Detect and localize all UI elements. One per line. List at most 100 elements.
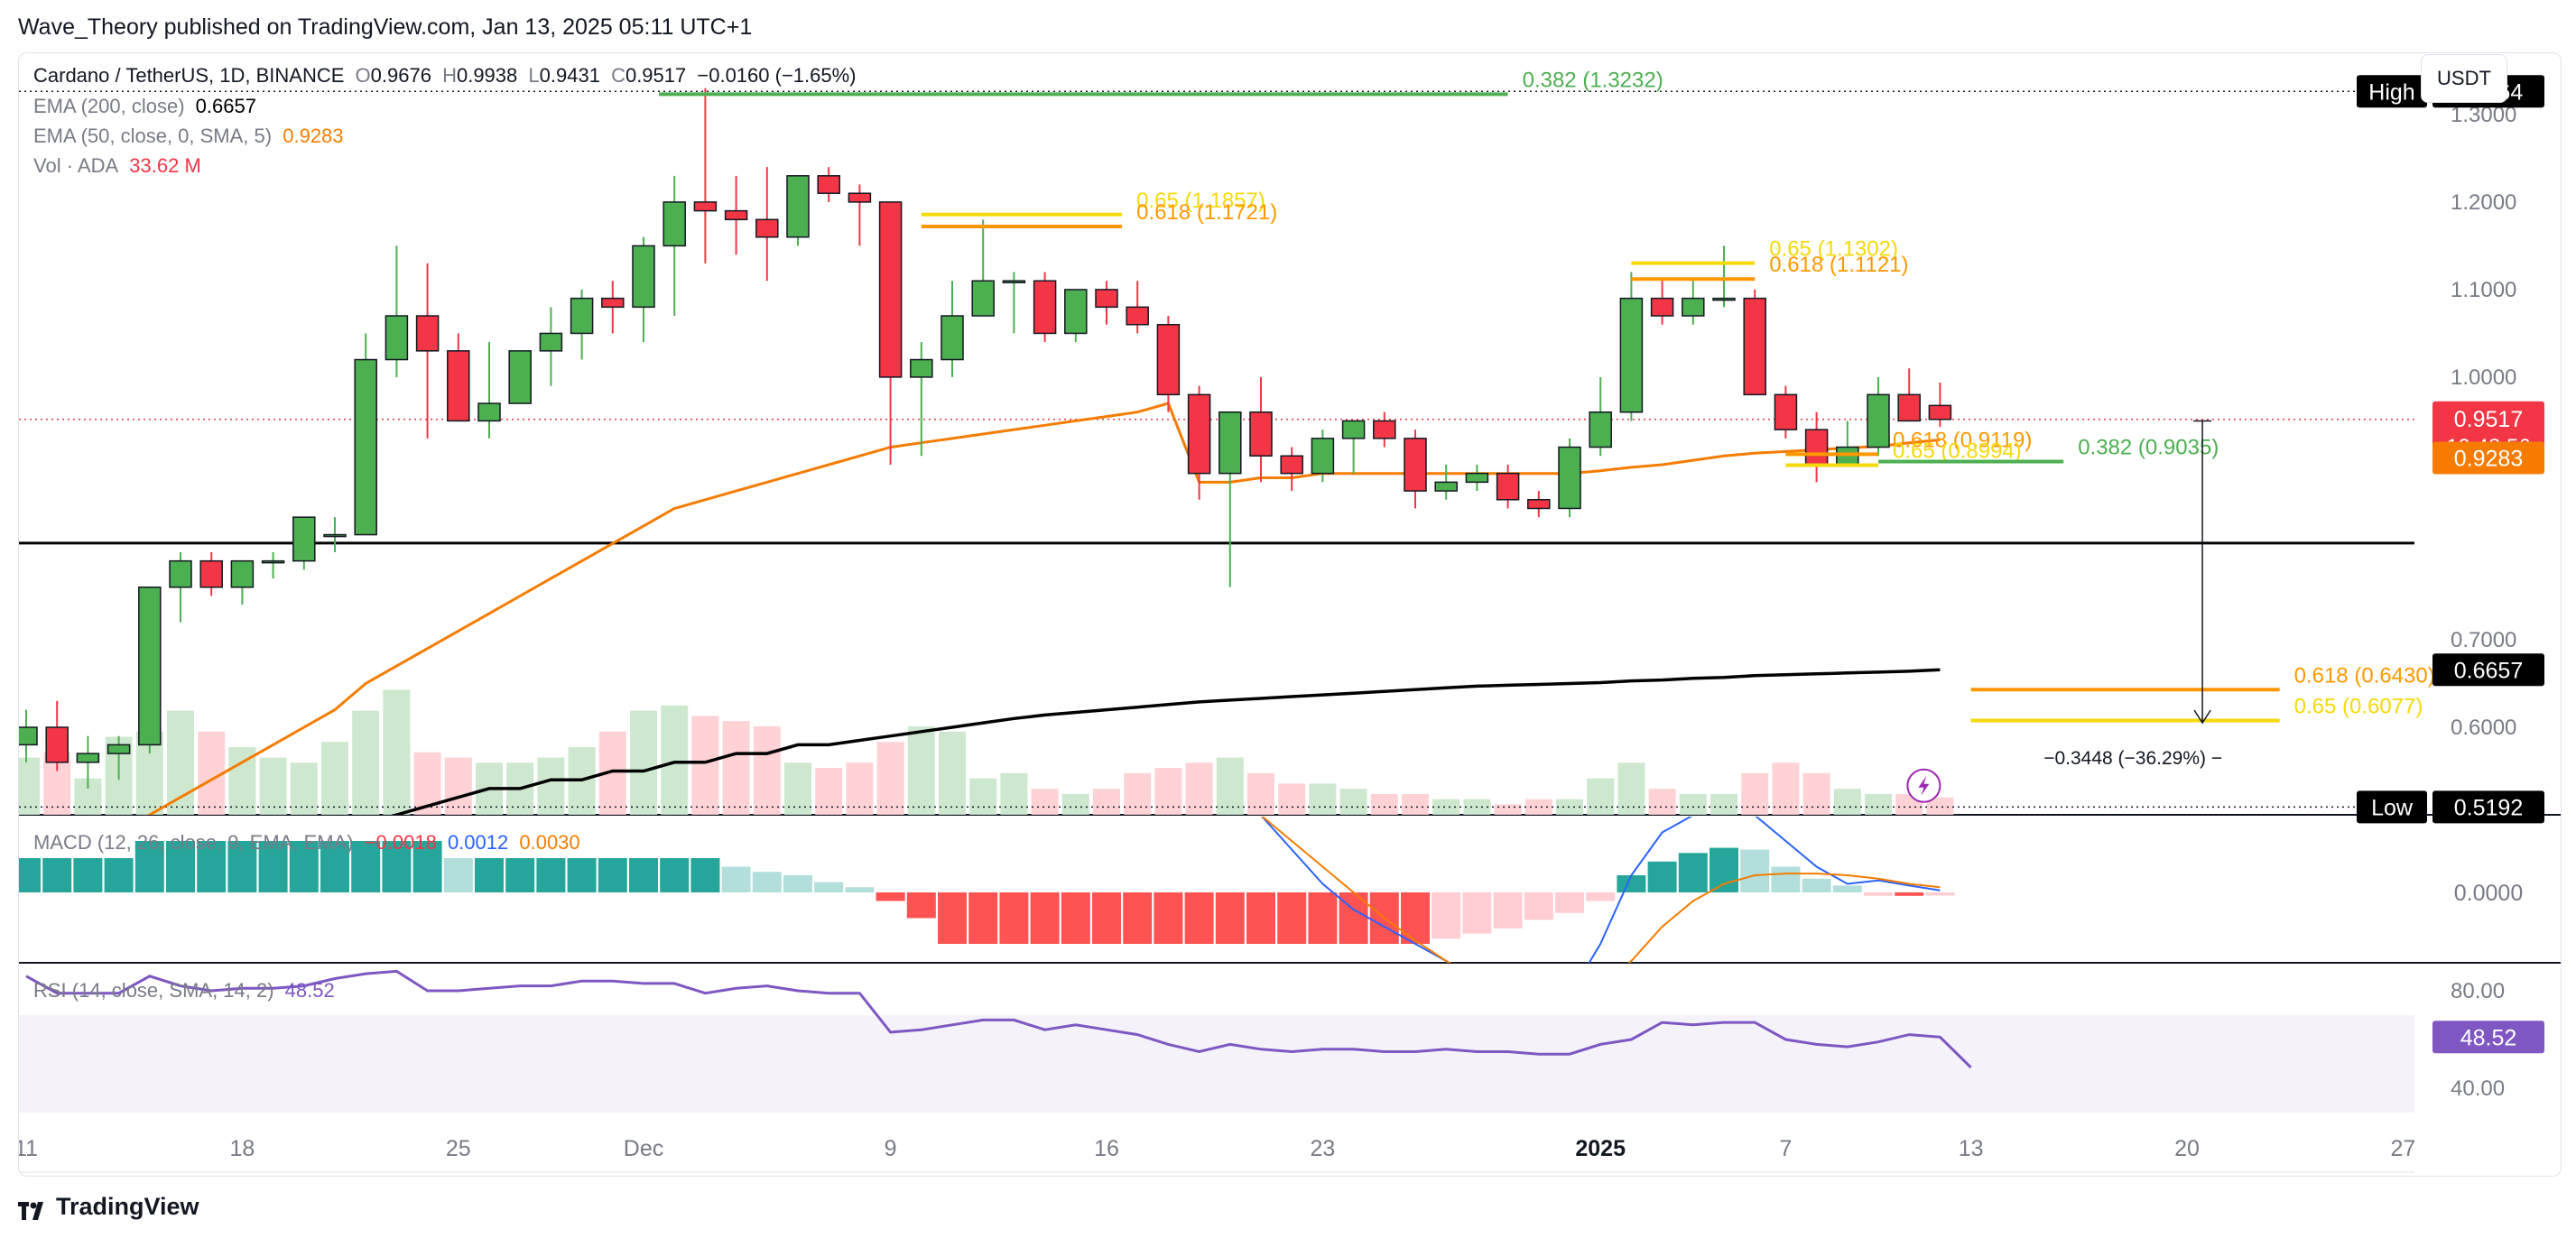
tradingview-brand[interactable]: TradingView (18, 1193, 199, 1221)
fib-label: 0.65 (1.1302) (1769, 237, 1898, 262)
macd-hist-bar (629, 858, 658, 892)
candle-body (354, 358, 377, 536)
candle-body (1033, 280, 1057, 335)
macd-hist-bar (1246, 892, 1275, 944)
candle-body (971, 280, 995, 317)
macd-label: MACD (12, 26, close, 9, EMA, EMA) (33, 831, 354, 854)
candle-body (786, 175, 810, 238)
publisher-line: Wave_Theory published on TradingView.com… (18, 14, 753, 40)
ema200-label: EMA (200, close) (33, 95, 185, 117)
time-tick-label: 16 (1094, 1136, 1119, 1161)
macd-hist-bar (1647, 861, 1677, 892)
candle-body (1867, 393, 1890, 448)
volume-bar (1833, 789, 1861, 815)
rsi-badge-bg (2432, 1021, 2544, 1054)
candle-body (323, 533, 347, 538)
volume-bar (661, 705, 689, 815)
volume-bar (1154, 768, 1182, 815)
candle-body (1650, 297, 1674, 317)
macd-hist-bar (42, 858, 72, 892)
time-tick-label: 23 (1310, 1136, 1335, 1161)
candle-body (1002, 280, 1026, 283)
volume-bar (1093, 789, 1120, 815)
fib-label: 0.618 (0.6430) (2294, 663, 2435, 688)
candle-body (910, 358, 933, 378)
volume-bar (1339, 789, 1367, 815)
low-tag-bg (2357, 790, 2427, 824)
fib-label: 0.618 (1.1721) (1136, 200, 1277, 225)
ema50-legend[interactable]: EMA (50, close, 0, SMA, 5) 0.9283 (33, 125, 349, 148)
chart-canvas[interactable]: 0.60000.70001.00001.10001.20001.30001118… (19, 53, 2561, 1176)
candle-body (1558, 446, 1581, 510)
macd-hist-bar (1832, 885, 1862, 892)
candle-body (1804, 429, 1829, 466)
macd-legend[interactable]: MACD (12, 26, close, 9, EMA, EMA) −0.001… (33, 831, 586, 855)
candle-body (1712, 297, 1736, 301)
macd-hist-bar (1184, 892, 1214, 944)
volume-bar (1031, 789, 1059, 815)
candle-body (817, 175, 840, 194)
macd-hist-bar (1092, 892, 1121, 944)
volume-bar (1432, 799, 1460, 815)
symbol-name[interactable]: Cardano / TetherUS, 1D, BINANCE (33, 64, 345, 87)
candle-body (1928, 404, 1952, 420)
candle-body (1496, 472, 1520, 501)
volume-bar (1309, 783, 1337, 815)
close-value: 0.9517 (625, 64, 687, 87)
candle-body (107, 744, 131, 754)
volume-bar (1679, 793, 1707, 815)
candle-body (1219, 411, 1242, 475)
ema50-value: 0.9283 (283, 125, 344, 147)
volume-bar (1710, 793, 1737, 815)
open-value: 0.9676 (370, 64, 431, 87)
fib-label: 0.382 (0.9035) (2078, 436, 2219, 460)
rsi-line (25, 969, 1972, 1069)
high-label: H (442, 64, 457, 87)
macd-hist-bar (505, 858, 535, 892)
candle-body (1280, 455, 1303, 475)
candle-body (477, 402, 501, 422)
candle-body (1682, 297, 1705, 317)
macd-hist-bar (1308, 892, 1338, 944)
macd-hist-bar (876, 892, 905, 901)
macd-hist-bar (227, 841, 257, 892)
macd-zero-badge-bg (2432, 876, 2544, 909)
candle-body (632, 245, 655, 309)
volume-bar (1617, 762, 1645, 815)
price-tick-label: 1.1000 (2451, 278, 2516, 302)
macd-signal-value: 0.0030 (519, 831, 580, 854)
macd-hist-bar (1617, 875, 1646, 892)
macd-hist-bar (1864, 892, 1893, 896)
volume-bar (19, 757, 40, 815)
macd-hist-bar (19, 858, 41, 892)
macd-hist-bar (73, 858, 103, 892)
low-label: L (528, 64, 540, 87)
volume-bar (1587, 778, 1615, 815)
rsi-legend[interactable]: RSI (14, close, SMA, 14, 2) 48.52 (33, 979, 340, 1002)
candle-body (1774, 393, 1798, 430)
volume-bar (290, 762, 318, 815)
currency-button[interactable]: USDT (2421, 54, 2507, 103)
ema50-badge-bg (2432, 441, 2544, 475)
candle-body (508, 350, 532, 404)
fib-label: 0.618 (1.1121) (1769, 253, 1908, 277)
candle-body (1404, 438, 1427, 492)
volume-bar (691, 716, 719, 815)
macd-hist-bar (134, 841, 164, 892)
candle-body (848, 192, 872, 203)
current-price-badge: 0.9517 (2454, 407, 2523, 432)
low-badge-bg (2432, 790, 2544, 824)
candle-body (1187, 393, 1211, 475)
volume-bar (939, 731, 966, 815)
macd-hist-bar (1061, 892, 1090, 944)
chart-frame[interactable]: 0.60000.70001.00001.10001.20001.30001118… (18, 52, 2562, 1177)
volume-legend[interactable]: Vol · ADA 33.62 M (33, 154, 207, 178)
volume-bar (1185, 762, 1213, 815)
rsi-tick-label: 80.00 (2451, 979, 2505, 1003)
candle-body (1589, 411, 1612, 448)
macd-hist-bar (443, 858, 473, 892)
time-tick-label: 9 (885, 1136, 897, 1161)
macd-hist-bar (475, 858, 504, 892)
ema200-legend[interactable]: EMA (200, close) 0.6657 (33, 95, 262, 118)
change-value: −0.0160 (−1.65%) (697, 64, 857, 87)
